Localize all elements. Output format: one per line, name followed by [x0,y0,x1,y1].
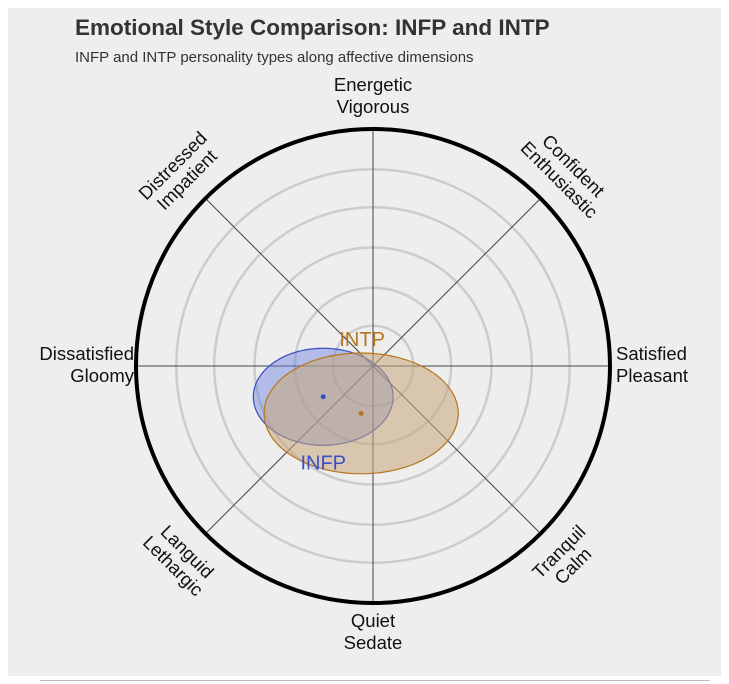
chart-subtitle: INFP and INTP personality types along af… [75,49,474,66]
series-label-infp: INFP [300,452,346,474]
outer-boundary [134,127,612,605]
axis-label-quiet-line-1: Quiet [351,610,395,631]
axis-label-dissatisfied: Dissatisfied Gloomy [39,343,134,386]
axis-label-dissatisfied-line-1: Dissatisfied [39,343,134,364]
axis-label-energetic-line-1: Energetic [334,74,412,95]
axis-label-satisfied-line-2: Pleasant [616,365,688,386]
axis-label-energetic: Energetic Vigorous [334,74,412,117]
axis-label-satisfied-line-1: Satisfied [616,343,687,364]
center-point-infp [320,394,326,400]
axis-label-satisfied: Satisfied Pleasant [616,343,688,386]
center-point-intp [358,410,364,416]
bottom-divider [40,680,710,681]
axis-label-quiet: Quiet Sedate [344,610,403,653]
axis-label-quiet-line-2: Sedate [344,632,403,653]
axis-label-energetic-line-2: Vigorous [337,96,410,117]
chart-title: Emotional Style Comparison: INFP and INT… [75,15,550,40]
chart-panel [8,8,721,676]
axis-label-dissatisfied-line-2: Gloomy [70,365,134,386]
series-label-intp: INTP [339,329,385,351]
